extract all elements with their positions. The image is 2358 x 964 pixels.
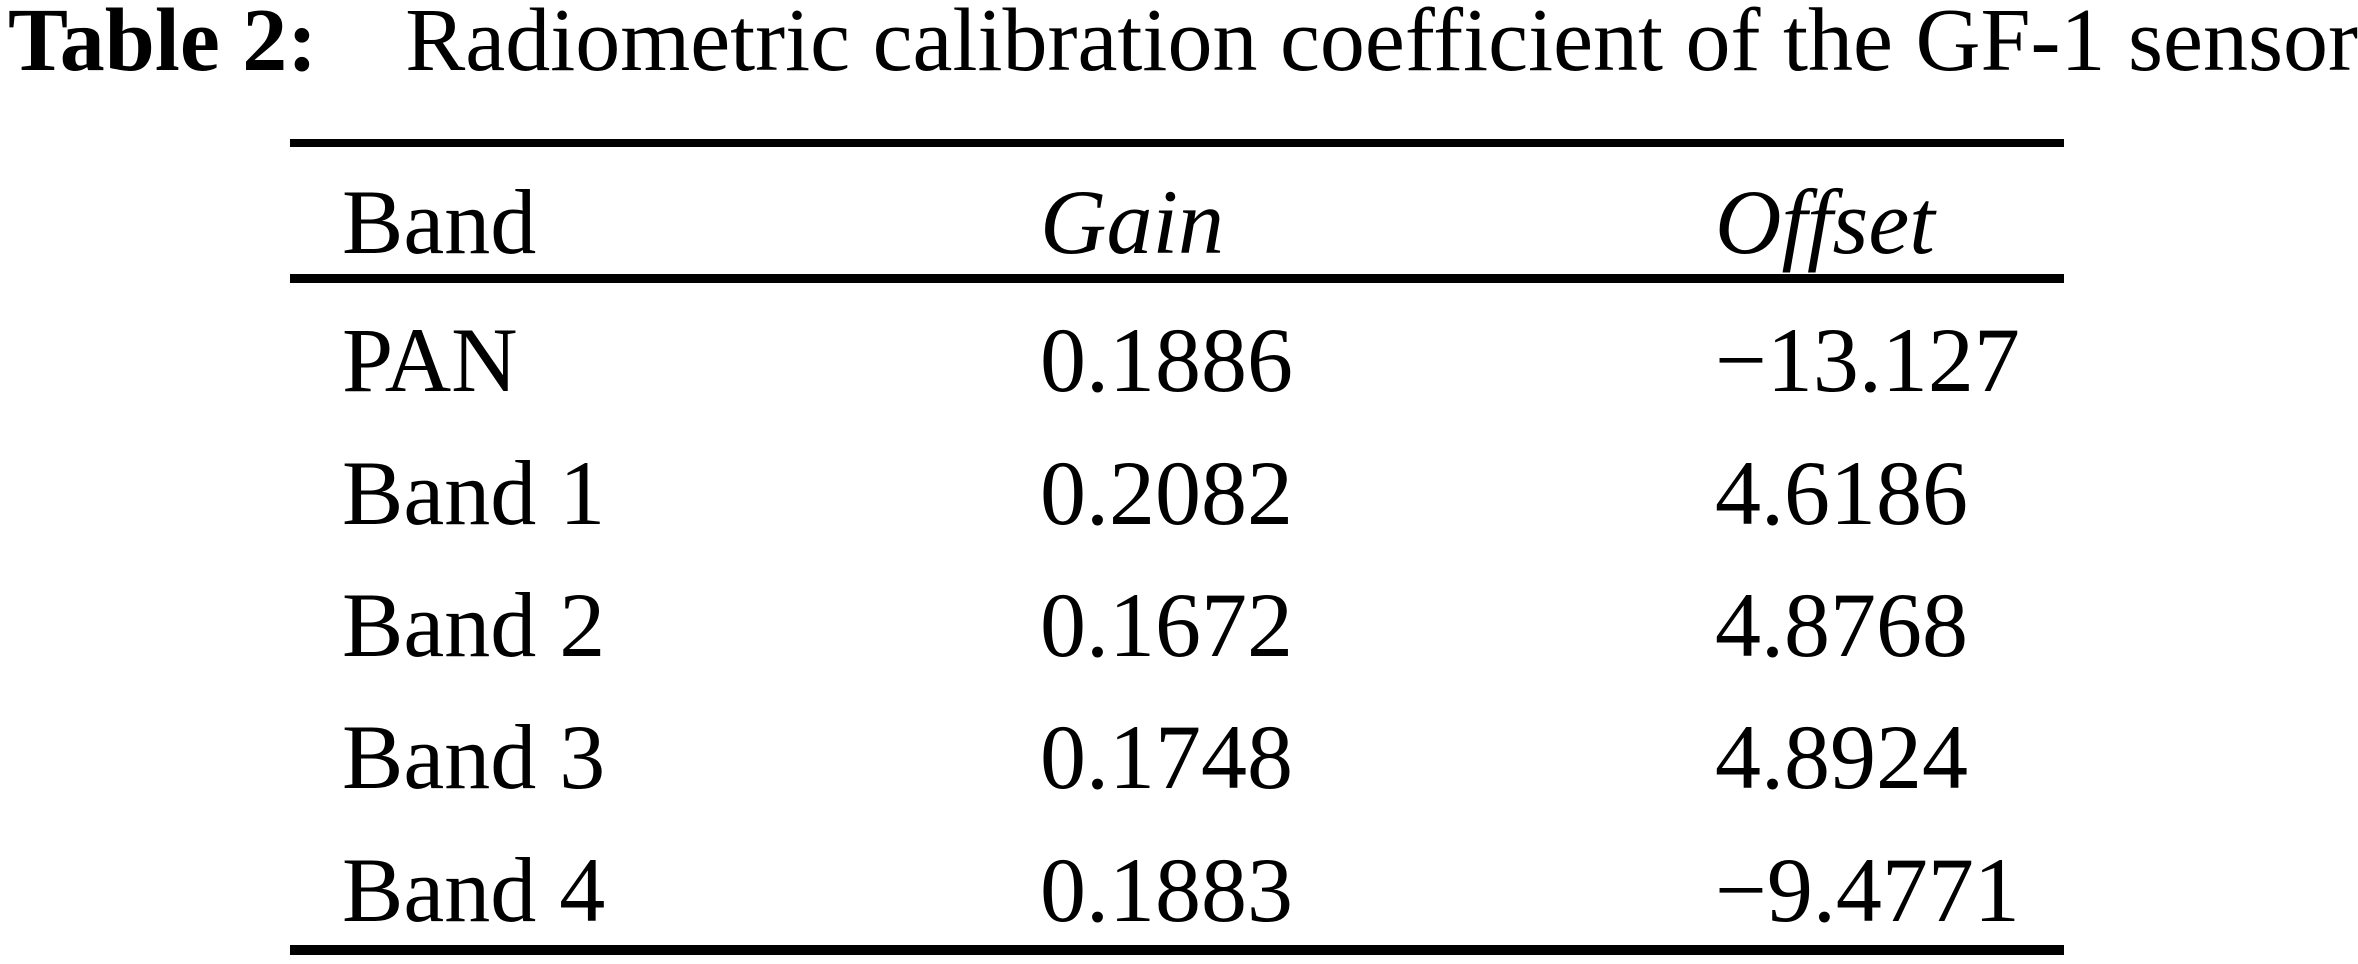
- band-cell: Band 3: [342, 706, 606, 809]
- column-header-gain: Gain: [1040, 170, 1224, 273]
- table-row: Band 4 0.1883 −9.4771: [290, 813, 2064, 945]
- table-row: PAN 0.1886 −13.127: [290, 283, 2064, 415]
- table-row: Band 1 0.2082 4.6186: [290, 415, 2064, 547]
- table-bottom-rule: [290, 944, 2064, 955]
- table-row: Band 2 0.1672 4.8768: [290, 548, 2064, 680]
- band-cell: Band 1: [342, 441, 606, 544]
- offset-cell: −9.4771: [1715, 838, 2020, 941]
- offset-cell: 4.6186: [1715, 441, 1968, 544]
- gain-cell: 0.2082: [1040, 441, 1293, 544]
- band-cell: PAN: [342, 309, 518, 412]
- table-row: Band 3 0.1748 4.8924: [290, 680, 2064, 812]
- gain-cell: 0.1883: [1040, 838, 1293, 941]
- band-cell: Band 2: [342, 573, 606, 676]
- offset-cell: 4.8924: [1715, 706, 1968, 809]
- column-header-band: Band: [342, 170, 537, 273]
- table-caption: Table 2: Radiometric calibration coeffici…: [8, 0, 2358, 86]
- table-top-rule: [290, 139, 2064, 147]
- offset-cell: −13.127: [1715, 309, 2020, 412]
- calibration-table: Band Gain Offset PAN 0.1886 −13.127 Band…: [290, 139, 2064, 955]
- gain-cell: 0.1886: [1040, 309, 1293, 412]
- band-cell: Band 4: [342, 838, 606, 941]
- caption-text: Radiometric calibration coefficient of t…: [405, 0, 2358, 90]
- table-header-rule: [290, 274, 2064, 283]
- gain-cell: 0.1748: [1040, 706, 1293, 809]
- caption-label: Table 2:: [8, 0, 318, 90]
- offset-cell: 4.8768: [1715, 573, 1968, 676]
- column-header-offset: Offset: [1715, 170, 1935, 273]
- gain-cell: 0.1672: [1040, 573, 1293, 676]
- table-header-row: Band Gain Offset: [290, 147, 2064, 274]
